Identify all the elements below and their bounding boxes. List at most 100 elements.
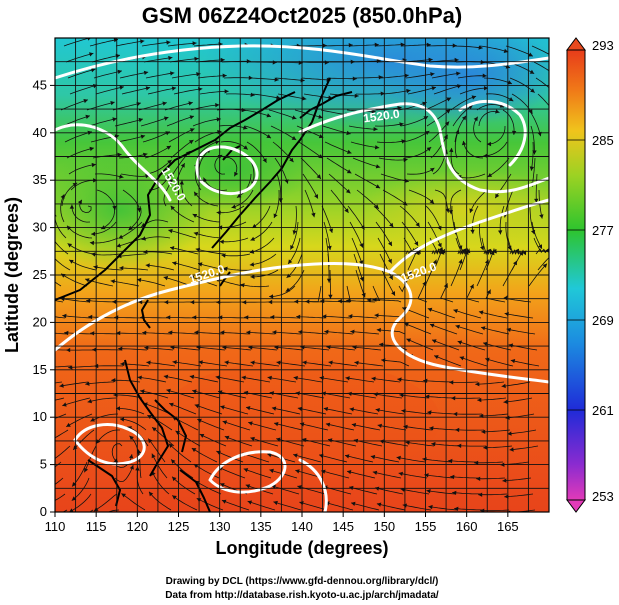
streamline-arrow [478, 492, 483, 497]
streamline [90, 332, 120, 335]
streamline-arrow [117, 152, 122, 157]
streamline-arrow [89, 146, 94, 152]
streamline-arrow [141, 236, 146, 241]
streamline-arrow [194, 330, 199, 335]
streamline-arrow [316, 174, 321, 179]
streamline-arrow [171, 459, 176, 464]
streamline-arrow [374, 42, 379, 47]
streamline-arrow [503, 48, 509, 53]
streamline [423, 380, 453, 383]
streamline [122, 189, 140, 213]
streamline [321, 470, 350, 479]
streamline [376, 503, 406, 511]
streamline-arrow [244, 315, 249, 320]
streamline-arrow [199, 434, 205, 438]
streamline-arrow [72, 182, 78, 187]
streamline [249, 253, 277, 266]
streamline-arrow [426, 42, 431, 47]
streamline-arrow [288, 259, 293, 264]
streamline [300, 157, 322, 180]
streamline-arrow [458, 259, 463, 264]
streamline [377, 237, 392, 264]
streamline [69, 84, 98, 95]
streamline [346, 300, 376, 303]
streamline-arrow [429, 199, 434, 204]
streamline-arrow [373, 127, 378, 132]
streamline [272, 141, 294, 163]
streamline-arrow [502, 478, 507, 483]
streamline-arrow [172, 360, 177, 365]
streamline-arrow [138, 299, 143, 305]
streamline [403, 425, 433, 431]
streamline [67, 243, 95, 255]
colorbar-bottom-arrow [566, 499, 586, 513]
streamline-arrow [119, 265, 124, 271]
streamline-arrow [389, 222, 394, 228]
streamline-arrow [508, 343, 514, 348]
streamline [408, 189, 435, 204]
streamline [429, 427, 459, 431]
streamline-arrow [167, 159, 172, 165]
streamline [378, 157, 408, 161]
streamline [151, 453, 168, 479]
streamline-arrow [191, 448, 197, 453]
streamline [118, 348, 148, 351]
streamline [431, 339, 460, 351]
streamline [453, 45, 483, 49]
streamline-arrow [40, 347, 44, 351]
streamline [111, 379, 141, 383]
streamline-arrow [295, 469, 300, 474]
streamline [509, 77, 535, 93]
streamline [244, 316, 274, 319]
streamline [478, 110, 500, 127]
streamline-arrow [66, 422, 71, 427]
streamline [377, 424, 407, 431]
streamline [452, 105, 473, 127]
streamline-arrow [469, 208, 474, 213]
streamline-arrow [429, 323, 435, 328]
streamline [324, 331, 354, 335]
streamline [320, 300, 350, 303]
streamline-arrow [484, 86, 488, 91]
streamline [168, 331, 198, 335]
streamline [137, 449, 142, 479]
streamline-arrow [165, 131, 170, 136]
streamline [84, 278, 114, 287]
streamline-arrow [268, 299, 273, 305]
streamline-arrow [297, 406, 303, 411]
streamline [222, 156, 238, 177]
streamline [406, 338, 434, 351]
streamline-arrow [290, 245, 295, 250]
streamline-arrow [507, 431, 512, 436]
streamline [502, 260, 518, 287]
streamline [271, 485, 300, 495]
streamline [166, 316, 196, 319]
streamline [193, 232, 223, 239]
streamline [501, 381, 531, 387]
streamline-arrow [192, 389, 197, 394]
streamline [167, 42, 197, 47]
streamline-arrow [469, 284, 474, 289]
streamline [55, 413, 67, 419]
streamline-arrow [170, 71, 175, 76]
streamline-arrow [480, 508, 485, 512]
streamline-arrow [510, 359, 516, 364]
streamline-arrow [445, 208, 450, 213]
streamline [240, 284, 270, 288]
streamline-arrow [248, 421, 253, 426]
streamline-arrow [293, 453, 298, 458]
streamline-arrow [291, 136, 297, 140]
streamline [538, 189, 543, 219]
streamline-arrow [457, 443, 462, 448]
streamline-arrow [112, 117, 117, 122]
streamline-arrow [89, 240, 95, 246]
streamline [55, 429, 69, 439]
streamline [511, 93, 533, 114]
streamline-arrow [429, 167, 435, 172]
streamline [506, 328, 536, 335]
streamline-arrow [553, 111, 557, 116]
streamline-arrow [294, 299, 299, 304]
streamline [140, 317, 170, 319]
streamline-arrow [348, 43, 353, 48]
streamline-arrow [377, 423, 382, 428]
